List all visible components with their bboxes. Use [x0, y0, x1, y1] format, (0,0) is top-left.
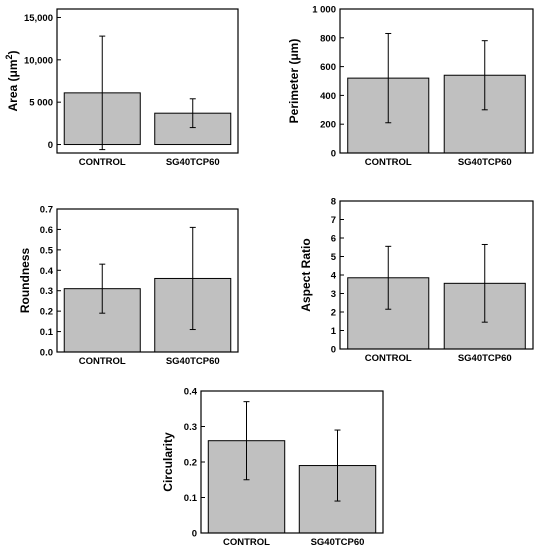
y-tick-label: 0.1 — [184, 493, 198, 504]
y-tick-label: 10,000 — [24, 55, 53, 66]
y-tick-label: 600 — [320, 62, 336, 73]
y-tick-label: 0.0 — [40, 348, 53, 359]
y-tick-label: 2 — [331, 308, 336, 319]
error-bar — [189, 226, 196, 331]
y-tick-label: 0.1 — [40, 327, 54, 338]
y-tick-label: 7 — [331, 215, 336, 226]
y-tick-label: 0.3 — [184, 422, 197, 433]
y-tick-label: 0.2 — [40, 307, 53, 318]
roundness-chart: CONTROL SG40TCP60 0.0 0.1 0.2 0.3 0.4 0.5 0.6 0.7… — [18, 205, 239, 367]
error-bar — [481, 40, 488, 111]
y-tick-label: 0.7 — [40, 205, 53, 216]
y-tick-label: 0 — [331, 345, 336, 356]
y-tick-label: 0.3 — [40, 286, 53, 297]
error-bar — [99, 35, 106, 151]
y-tick-label: 3 — [331, 289, 336, 300]
y-axis-label: Roundness — [18, 248, 32, 314]
category-label: SG40TCP60 — [458, 157, 512, 168]
y-tick-label: 5 000 — [29, 98, 53, 109]
error-bar — [99, 263, 106, 314]
aspect-ratio-chart: CONTROL SG40TCP60 0 1 2 3 4 5 6 7 8 Aspect Ratio — [299, 197, 534, 364]
y-tick-label: 5 — [331, 252, 337, 263]
y-axis-label: Circularity — [161, 432, 175, 492]
y-tick-label: 0 — [192, 529, 197, 540]
y-tick-label: 0.6 — [40, 225, 53, 236]
perimeter-chart: CONTROL SG40TCP60 0 200 400 600 800 1 000 Perime… — [287, 5, 534, 168]
category-label: SG40TCP60 — [311, 537, 365, 548]
y-tick-label: 8 — [331, 197, 336, 208]
y-tick-label: 200 — [320, 120, 336, 131]
error-bar — [243, 401, 250, 481]
error-bar — [385, 245, 392, 310]
y-axis-label: Aspect Ratio — [299, 238, 313, 311]
y-tick-label: 6 — [331, 234, 336, 245]
category-label: CONTROL — [79, 157, 126, 168]
error-bar — [385, 32, 392, 124]
y-tick-label: 1 — [331, 326, 337, 337]
plot-frame — [339, 8, 534, 154]
y-tick-label: 400 — [320, 91, 336, 102]
category-label: SG40TCP60 — [166, 157, 220, 168]
y-tick-label: 0 — [331, 149, 336, 160]
y-axis-label: Perimeter (μm) — [287, 39, 301, 124]
plot-frame — [56, 208, 239, 353]
y-tick-label: 15,000 — [24, 13, 53, 24]
error-bar — [189, 98, 196, 129]
category-label: SG40TCP60 — [166, 356, 220, 367]
y-tick-label: 0.4 — [40, 266, 54, 277]
category-label: CONTROL — [365, 157, 412, 168]
error-bar — [334, 429, 341, 502]
y-tick-label: 4 — [331, 271, 337, 282]
category-label: SG40TCP60 — [458, 353, 512, 364]
plot-frame — [56, 8, 239, 154]
area-chart: CONTROL SG40TCP60 0 5 000 10,000 15,000 Area (… — [4, 8, 239, 168]
y-tick-label: 800 — [320, 33, 336, 44]
category-label: CONTROL — [223, 537, 270, 548]
y-tick-label: 0.4 — [184, 387, 198, 398]
y-tick-label: 0 — [48, 140, 53, 151]
error-bar — [481, 243, 488, 323]
category-label: CONTROL — [79, 356, 126, 367]
y-tick-label: 0.2 — [184, 458, 197, 469]
y-tick-label: 0.5 — [40, 245, 54, 256]
y-tick-label: 1 000 — [312, 5, 336, 16]
circularity-chart: CONTROL SG40TCP60 0 0.1 0.2 0.3 0.4 Circularity — [161, 387, 384, 548]
category-label: CONTROL — [365, 353, 412, 364]
y-axis-label: Area (μm2) — [4, 50, 20, 111]
